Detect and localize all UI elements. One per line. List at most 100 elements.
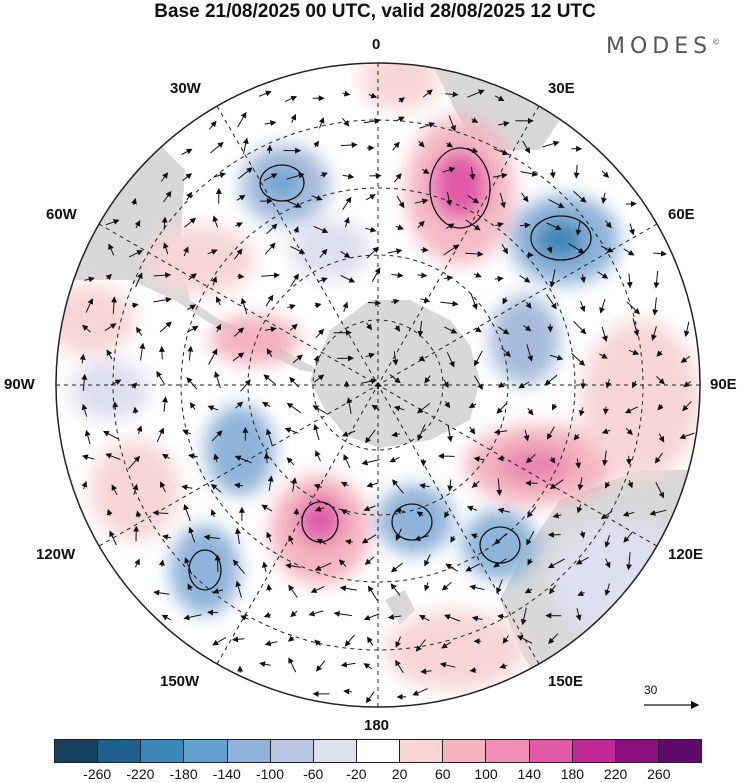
- south-america: [60, 135, 330, 375]
- wind-vector-icon: [236, 194, 246, 201]
- wind-vector-icon: [417, 272, 428, 279]
- wind-vector-icon: [232, 636, 245, 643]
- wind-vector-icon: [471, 117, 479, 123]
- wind-vector-icon: [390, 583, 401, 596]
- wind-vector-icon: [444, 275, 454, 282]
- wind-vector-icon: [315, 660, 326, 672]
- wind-vector-icon: [232, 559, 245, 574]
- wind-vector-icon: [624, 406, 639, 414]
- wind-vector-icon: [682, 400, 692, 412]
- wind-vector-icon: [161, 453, 170, 460]
- wind-vector-icon: [186, 191, 193, 201]
- wind-vector-icon: [418, 140, 425, 148]
- wind-vector-icon: [420, 297, 431, 303]
- wind-vector-icon: [496, 478, 503, 496]
- wind-vector-icon: [213, 453, 220, 463]
- wind-vector-icon: [312, 405, 329, 415]
- wind-vector-icon: [111, 484, 118, 495]
- wind-vector-icon: [548, 633, 559, 645]
- colorbar-tick-label: 260: [647, 766, 671, 782]
- wind-vector-icon: [234, 455, 252, 464]
- wind-vector-icon: [493, 558, 507, 568]
- wind-vector-icon: [623, 531, 633, 543]
- wind-vector-icon: [465, 219, 481, 231]
- wind-vector-icon: [656, 376, 665, 385]
- wind-vector-icon: [339, 585, 357, 592]
- wind-vector-icon: [622, 511, 635, 517]
- wind-vector-icon: [395, 659, 404, 674]
- lon-label-0: 0: [372, 36, 381, 53]
- wind-vector-icon: [333, 610, 352, 617]
- wind-vector-icon: [340, 661, 356, 668]
- wind-vector-icon: [521, 192, 529, 203]
- colorbar-swatch: [442, 740, 486, 762]
- wind-vector-icon: [444, 401, 451, 409]
- wind-vector-icon: [287, 303, 296, 310]
- wind-vector-icon: [210, 141, 224, 154]
- wind-vector-icon: [108, 243, 115, 256]
- wind-vector-icon: [240, 615, 249, 621]
- wind-vector-icon: [240, 379, 251, 392]
- wind-vector-icon: [289, 376, 300, 388]
- wind-vector-icon: [313, 374, 325, 383]
- wind-vector-icon: [549, 354, 564, 361]
- wind-vector-icon: [604, 534, 611, 548]
- wind-vector-icon: [315, 328, 325, 338]
- wind-vector-icon: [497, 381, 506, 388]
- wind-vector-icon: [654, 452, 663, 464]
- wind-vector-icon: [424, 582, 430, 592]
- wind-vector-icon: [311, 195, 323, 201]
- wind-vector-icon: [284, 199, 302, 208]
- wind-vector-icon: [575, 608, 582, 621]
- wind-vector-icon: [653, 250, 667, 257]
- wind-vector-icon: [494, 275, 504, 282]
- wind-vector-icon: [683, 381, 692, 388]
- wind-vector-icon: [444, 326, 458, 334]
- wind-vector-icon: [156, 427, 165, 443]
- wind-vector-icon: [600, 245, 614, 253]
- wind-vector-icon: [365, 226, 377, 233]
- wind-vector-field: [79, 89, 695, 704]
- wind-vector-icon: [292, 354, 303, 364]
- wind-vector-icon: [363, 118, 381, 125]
- wind-vector-icon: [467, 89, 485, 98]
- colorbar-tick-label: 140: [517, 766, 541, 782]
- new-zealand: [385, 590, 415, 625]
- wind-vector-icon: [493, 148, 509, 156]
- wind-vector-icon: [605, 220, 612, 229]
- wind-vector-icon: [519, 222, 531, 229]
- colorbar-swatch: [312, 740, 356, 762]
- wind-vector-icon: [338, 559, 347, 567]
- wind-vector-icon: [494, 533, 507, 545]
- wind-vector-icon: [232, 352, 245, 362]
- wind-vector-icon: [392, 351, 399, 366]
- wind-vector-icon: [525, 453, 536, 464]
- wind-vector-icon: [320, 172, 328, 178]
- wind-vector-icon: [421, 168, 430, 174]
- wind-vector-icon: [263, 374, 277, 385]
- wind-vector-icon: [417, 424, 426, 441]
- wind-vector-icon: [286, 172, 305, 180]
- wind-vector-icon: [656, 350, 663, 357]
- wind-vector-icon: [398, 97, 406, 104]
- wind-vector-icon: [342, 90, 351, 97]
- lon-label-120e: 120E: [668, 546, 704, 563]
- wind-vector-icon: [363, 505, 376, 512]
- wind-vector-icon: [263, 452, 270, 464]
- wind-vector-icon: [213, 172, 226, 179]
- wind-vector-icon: [182, 429, 192, 436]
- wind-vector-icon: [414, 535, 429, 542]
- wind-vector-icon: [573, 164, 580, 179]
- wind-vector-icon: [84, 429, 91, 445]
- wind-vector-icon: [415, 639, 426, 652]
- wind-vector-icon: [104, 323, 117, 332]
- wind-vector-icon: [162, 242, 169, 255]
- wind-vector-icon: [186, 377, 198, 390]
- wind-vector-icon: [313, 140, 320, 148]
- wind-vector-icon: [470, 533, 478, 540]
- wind-vector-icon: [340, 141, 358, 148]
- wind-vector-icon: [446, 141, 454, 148]
- wind-vector-icon: [290, 610, 298, 618]
- wind-vector-icon: [571, 352, 586, 366]
